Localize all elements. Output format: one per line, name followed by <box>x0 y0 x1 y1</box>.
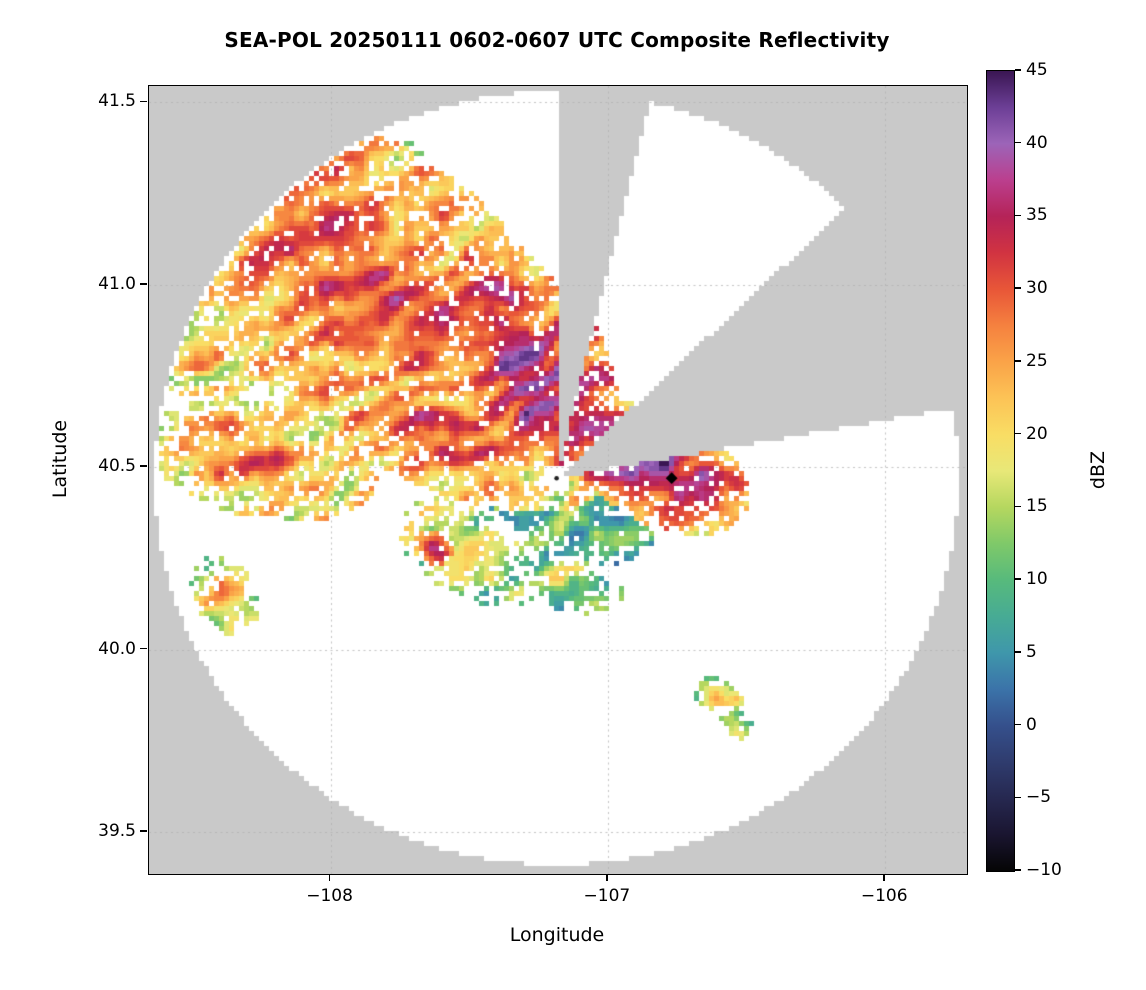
colorbar-tick-label: 40 <box>1026 132 1048 153</box>
colorbar-tick-mark <box>1015 651 1021 653</box>
x-tick-mark <box>606 874 608 881</box>
colorbar-tick-mark <box>1015 578 1021 580</box>
x-tick-label: −107 <box>583 886 631 906</box>
colorbar-tick-mark <box>1015 287 1021 289</box>
y-tick-mark <box>140 100 147 103</box>
chart-title: SEA-POL 20250111 0602-0607 UTC Composite… <box>224 28 890 52</box>
colorbar-tick-label: 0 <box>1026 714 1037 735</box>
y-tick-mark <box>140 830 147 832</box>
y-tick-label: 39.5 <box>98 821 136 842</box>
colorbar-tick-mark <box>1015 69 1021 71</box>
y-tick-mark <box>140 647 147 650</box>
reflectivity-canvas <box>149 86 967 874</box>
plot-area <box>148 85 968 875</box>
y-tick-label: 41.5 <box>98 91 136 112</box>
colorbar-tick-mark <box>1015 505 1021 508</box>
colorbar-tick-label: −10 <box>1026 860 1062 880</box>
colorbar-tick-label: 30 <box>1026 278 1048 299</box>
colorbar-label: dBZ <box>1087 450 1109 490</box>
colorbar <box>986 70 1015 872</box>
y-tick-label: 40.5 <box>98 456 136 477</box>
colorbar-tick-label: 5 <box>1026 641 1037 662</box>
colorbar-tick-mark <box>1015 796 1021 799</box>
colorbar-tick-label: 20 <box>1026 423 1048 444</box>
colorbar-tick-label: 35 <box>1026 205 1048 226</box>
x-tick-mark <box>328 874 331 881</box>
colorbar-tick-label: −5 <box>1026 787 1052 808</box>
colorbar-tick-label: 45 <box>1026 60 1048 80</box>
x-tick-mark <box>883 874 885 881</box>
colorbar-tick-mark <box>1015 360 1021 362</box>
y-tick-mark <box>140 465 147 467</box>
y-tick-mark <box>140 283 147 285</box>
colorbar-tick-mark <box>1015 141 1021 144</box>
colorbar-tick-mark <box>1015 214 1021 217</box>
x-axis-label: Longitude <box>509 924 605 946</box>
colorbar-tick-label: 15 <box>1026 496 1048 517</box>
colorbar-gradient <box>987 71 1014 871</box>
y-tick-label: 41.0 <box>98 273 136 294</box>
y-axis-label: Latitude <box>49 419 71 499</box>
colorbar-tick-mark <box>1015 869 1021 871</box>
colorbar-tick-label: 25 <box>1026 350 1048 371</box>
colorbar-tick-label: 10 <box>1026 569 1048 590</box>
x-tick-label: −108 <box>306 886 353 906</box>
x-tick-label: −106 <box>860 886 908 906</box>
colorbar-tick-mark <box>1015 432 1021 435</box>
colorbar-tick-mark <box>1015 723 1021 726</box>
y-tick-label: 40.0 <box>98 638 136 659</box>
